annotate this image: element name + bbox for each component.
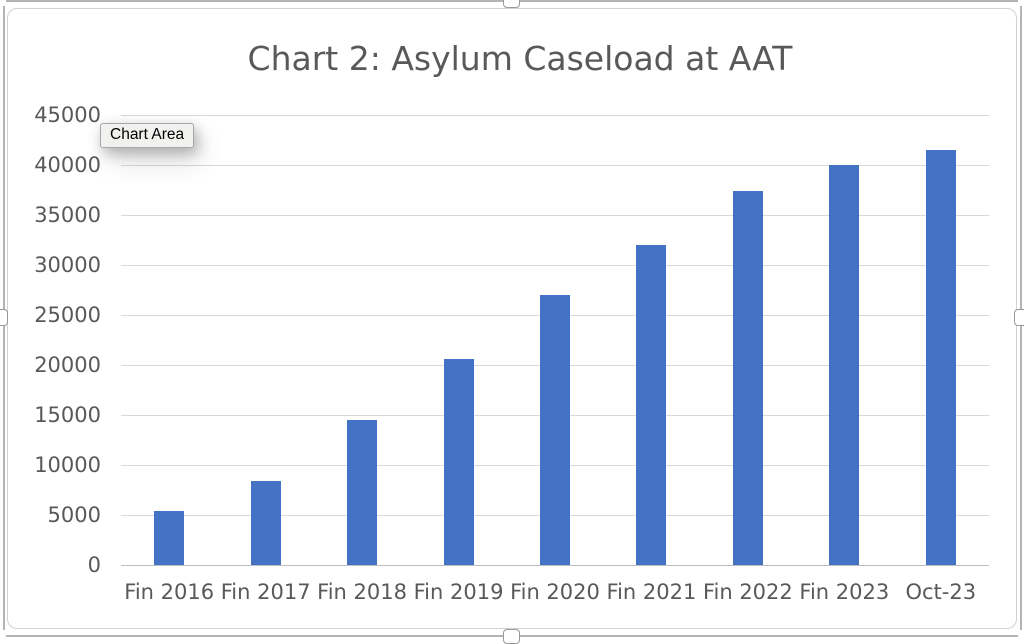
y-tick-label-35000: 35000	[34, 203, 101, 227]
gridline-30000	[121, 264, 989, 266]
bar-fin-2021[interactable]	[636, 245, 667, 565]
y-tick-label-25000: 25000	[34, 303, 101, 327]
x-axis-label-fin-2018: Fin 2018	[317, 580, 407, 604]
y-tick-label-10000: 10000	[34, 453, 101, 477]
bar-fin-2020[interactable]	[540, 295, 570, 565]
bar-fin-2022[interactable]	[732, 191, 763, 565]
gridline-45000	[121, 114, 989, 116]
bar-fin-2017[interactable]	[250, 481, 281, 565]
bar-fin-2018[interactable]	[347, 420, 378, 565]
resize-handle-left[interactable]	[0, 309, 8, 326]
resize-handle-top[interactable]	[503, 0, 520, 8]
x-axis-label-fin-2023: Fin 2023	[799, 580, 890, 604]
y-tick-label-30000: 30000	[34, 253, 101, 277]
bar-fin-2016[interactable]	[154, 511, 185, 565]
y-tick-label-15000: 15000	[34, 403, 101, 427]
y-tick-label-5000: 5000	[47, 503, 101, 527]
x-axis-label-fin-2016: Fin 2016	[124, 580, 215, 604]
y-tick-label-20000: 20000	[34, 353, 101, 377]
y-tick-label-45000: 45000	[34, 103, 101, 127]
resize-handle-bottom[interactable]	[503, 629, 520, 644]
chart-area[interactable]: Chart 2: Asylum Caseload at AAT 0 5000 100…	[7, 8, 1017, 629]
chart-area-tooltip: Chart Area	[100, 123, 195, 148]
x-axis-label-fin-2019: Fin 2019	[413, 580, 504, 604]
resize-handle-right[interactable]	[1014, 309, 1024, 326]
bar-fin-2019[interactable]	[443, 359, 474, 565]
y-tick-label-40000: 40000	[34, 153, 101, 177]
x-axis-label-fin-2020: Fin 2020	[510, 580, 600, 604]
x-axis-label-fin-2017: Fin 2017	[220, 580, 311, 604]
bar-fin-2023[interactable]	[829, 165, 860, 565]
x-axis-label-fin-2021: Fin 2021	[606, 580, 697, 604]
chart-title: Chart 2: Asylum Caseload at AAT	[247, 39, 793, 78]
x-axis-line	[121, 564, 989, 566]
x-axis-label-oct-23: Oct-23	[905, 580, 977, 604]
bar-oct-23[interactable]	[925, 150, 956, 565]
gridline-40000	[121, 164, 989, 166]
x-axis-label-fin-2022: Fin 2022	[702, 580, 793, 604]
gridline-35000	[121, 214, 989, 216]
y-tick-label-0: 0	[87, 553, 101, 577]
